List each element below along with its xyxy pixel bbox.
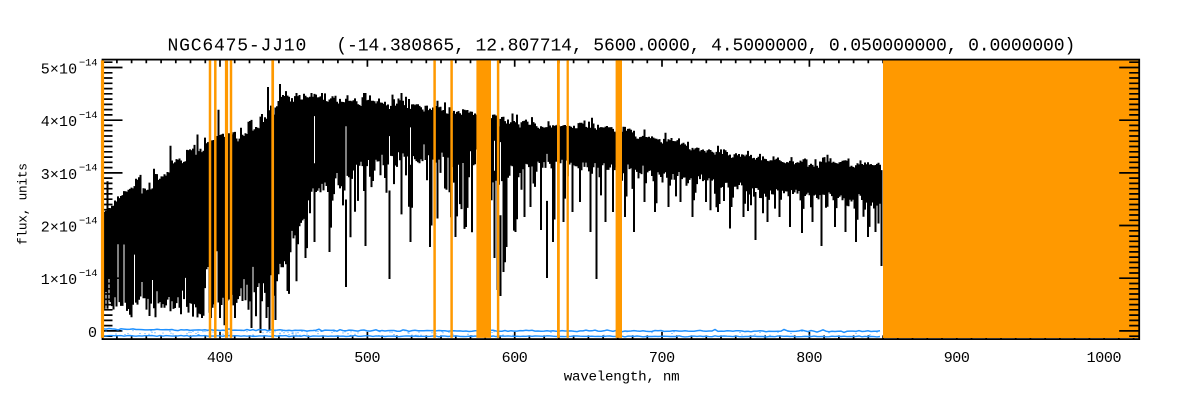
svg-text:800: 800	[796, 350, 822, 367]
svg-text:−14: −14	[79, 57, 98, 69]
svg-text:flux, units: flux, units	[16, 163, 31, 245]
svg-text:1000: 1000	[1087, 350, 1122, 367]
svg-text:600: 600	[502, 350, 528, 367]
svg-text:NGC6475-JJ10: NGC6475-JJ10	[168, 37, 307, 57]
svg-text:−14: −14	[79, 110, 98, 122]
svg-text:wavelength, nm: wavelength, nm	[564, 370, 680, 386]
svg-text:400: 400	[207, 350, 233, 367]
svg-text:700: 700	[649, 350, 675, 367]
svg-text:900: 900	[944, 350, 970, 367]
svg-text:0: 0	[88, 325, 97, 342]
svg-text:4×10: 4×10	[41, 114, 77, 131]
svg-text:500: 500	[354, 350, 380, 367]
svg-text:−14: −14	[79, 268, 98, 280]
svg-text:3×10: 3×10	[41, 167, 77, 184]
svg-text:(-14.380865, 12.807714, 5600.0: (-14.380865, 12.807714, 5600.0000, 4.500…	[336, 37, 1075, 57]
svg-text:1×10: 1×10	[41, 272, 77, 289]
svg-text:2×10: 2×10	[41, 220, 77, 237]
svg-text:−14: −14	[79, 163, 98, 175]
svg-text:5×10: 5×10	[41, 62, 77, 79]
svg-text:−14: −14	[79, 215, 98, 227]
